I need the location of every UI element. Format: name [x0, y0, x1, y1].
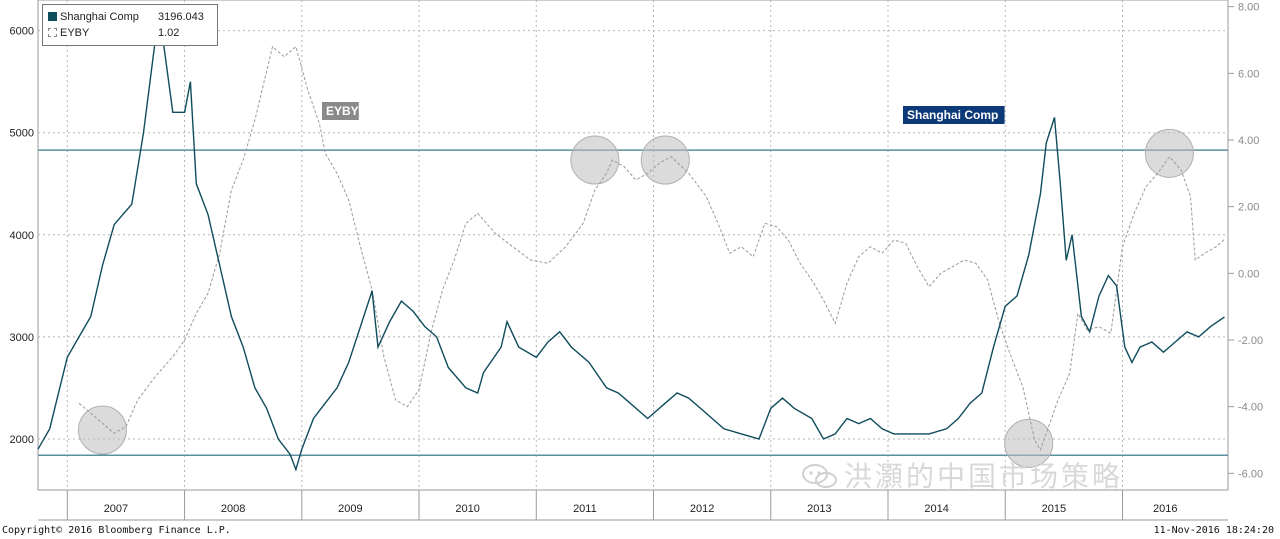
label-shanghai: Shanghai Comp [903, 106, 1005, 124]
plot-area [37, 0, 1229, 491]
highlight-circle [1004, 418, 1054, 468]
right-tick-label: -2.00 [1238, 335, 1263, 347]
label-eyby-text: EYBY [326, 104, 359, 118]
x-tick-label: 2014 [924, 503, 948, 515]
highlight-circle [640, 135, 690, 185]
footer-copyright: Copyright© 2016 Bloomberg Finance L.P. [2, 525, 231, 536]
highlight-circle [570, 135, 620, 185]
legend-swatch-eyby [48, 28, 57, 37]
right-tick-label: 6.00 [1238, 68, 1259, 80]
left-tick-label: 6000 [10, 26, 34, 38]
highlight-circle [1144, 128, 1194, 178]
left-tick-label: 3000 [10, 332, 34, 344]
series-shanghai-line [37, 25, 1225, 472]
legend: Shanghai Comp 3196.043 EYBY 1.02 [42, 4, 218, 46]
x-tick-label: 2008 [221, 503, 245, 515]
x-tick-label: 2013 [807, 503, 831, 515]
x-tick-label: 2011 [573, 503, 597, 515]
left-tick-label: 4000 [10, 230, 34, 242]
right-tick-label: 0.00 [1238, 268, 1259, 280]
highlight-circle [77, 405, 127, 455]
label-eyby-bg [322, 102, 359, 120]
legend-value-eyby: 1.02 [158, 27, 180, 39]
series-eyby-line [78, 45, 1225, 452]
legend-item-eyby: EYBY 1.02 [48, 26, 179, 40]
footer-timestamp: 11-Nov-2016 18:24:20 [1153, 525, 1274, 536]
label-shanghai-bg [903, 106, 1005, 124]
right-tick-label: -4.00 [1238, 402, 1263, 414]
legend-swatch-shanghai [48, 12, 57, 21]
x-tick-label: 2007 [104, 503, 128, 515]
watermark: 洪灝的中国市场策略 [800, 455, 1123, 495]
left-tick-label: 2000 [10, 434, 34, 446]
legend-value-shanghai: 3196.043 [158, 11, 204, 23]
legend-name-eyby: EYBY [60, 27, 90, 39]
x-tick-label: 2010 [455, 503, 479, 515]
x-tick-label: 2009 [338, 503, 362, 515]
left-tick-label: 5000 [10, 128, 34, 140]
label-eyby: EYBY [322, 102, 359, 120]
right-tick-label: 2.00 [1238, 202, 1259, 214]
label-shanghai-text: Shanghai Comp [907, 108, 998, 122]
x-tick-label: 2012 [690, 503, 714, 515]
right-tick-label: 4.00 [1238, 135, 1259, 147]
legend-name-shanghai: Shanghai Comp [60, 11, 139, 23]
legend-item-shanghai: Shanghai Comp 3196.043 [48, 10, 204, 24]
watermark-text: 洪灝的中国市场策略 [844, 461, 1124, 492]
x-tick-label: 2016 [1153, 503, 1177, 515]
right-tick-label: -6.00 [1238, 468, 1263, 480]
wechat-logo-icon [802, 464, 837, 488]
right-tick-label: 8.00 [1238, 2, 1259, 14]
x-tick-label: 2015 [1042, 503, 1066, 515]
